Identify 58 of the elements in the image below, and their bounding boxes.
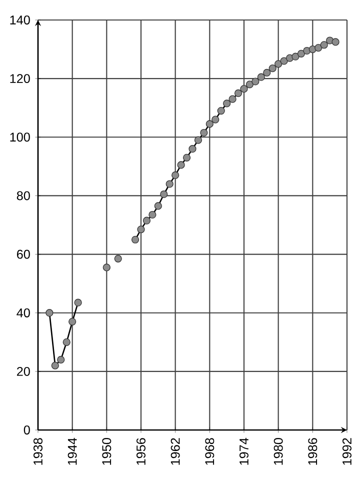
point — [62, 338, 70, 346]
point — [292, 52, 300, 60]
point — [137, 226, 145, 234]
y-tick-label: 80 — [16, 191, 30, 200]
point — [206, 120, 214, 128]
point — [268, 64, 276, 72]
x-tick-label: 1938 — [34, 438, 42, 465]
point — [246, 80, 254, 88]
x-tick-label: 1950 — [102, 438, 112, 465]
point — [131, 236, 140, 244]
y-tick-label: 20 — [16, 366, 30, 376]
point — [263, 68, 271, 77]
point — [160, 190, 168, 198]
x-tick-label: 1974 — [240, 438, 248, 465]
point — [102, 264, 110, 272]
point — [257, 73, 265, 81]
point — [297, 50, 306, 58]
point — [194, 136, 202, 144]
point — [240, 85, 248, 93]
x-tick-label: 1968 — [205, 438, 214, 465]
x-tick-label: 1962 — [170, 438, 180, 465]
point — [154, 202, 162, 210]
y-tick-label: 60 — [17, 250, 30, 259]
point — [320, 41, 328, 49]
point — [274, 60, 282, 68]
point — [234, 89, 242, 98]
x-tick-label: 1992 — [342, 438, 352, 465]
point — [177, 161, 185, 169]
point — [217, 106, 225, 115]
point — [57, 356, 65, 364]
y-tick-label: 140 — [10, 16, 30, 24]
point — [280, 57, 288, 65]
point — [228, 95, 236, 103]
point — [223, 100, 231, 108]
x-tick-label: 1944 — [68, 438, 77, 465]
point — [68, 318, 76, 326]
point — [188, 145, 196, 153]
point — [332, 38, 340, 46]
point — [314, 44, 322, 52]
point — [46, 309, 54, 317]
point — [172, 171, 180, 180]
y-tick-label: 100 — [10, 132, 30, 142]
point — [252, 78, 260, 86]
point — [74, 298, 82, 306]
x-tick-label: 1956 — [136, 438, 146, 465]
point — [166, 180, 174, 188]
point — [114, 254, 122, 262]
x-tick-label: 1986 — [308, 438, 318, 465]
point — [182, 154, 191, 162]
point — [200, 128, 208, 137]
y-tick-label: 40 — [16, 308, 30, 318]
point — [212, 116, 220, 124]
point — [51, 362, 59, 370]
y-tick-label: 120 — [10, 74, 30, 84]
x-tick-label: 1980 — [274, 438, 283, 465]
point — [142, 216, 151, 224]
y-tick-label: 0 — [24, 426, 30, 434]
point — [148, 210, 156, 219]
